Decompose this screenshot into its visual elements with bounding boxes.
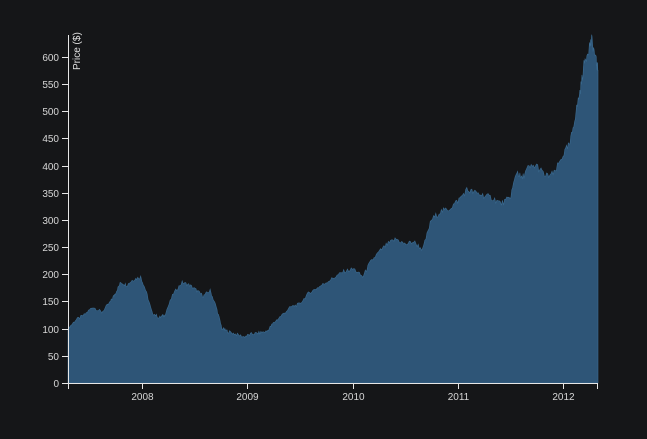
- y-tick-label: 400: [42, 162, 59, 173]
- y-tick-label: 500: [42, 107, 59, 118]
- y-tick-label: 600: [42, 53, 59, 64]
- x-tick-label: 2012: [552, 392, 575, 403]
- y-tick-label: 100: [42, 325, 59, 336]
- y-tick-label: 50: [48, 352, 60, 363]
- price-area-series: [67, 34, 599, 384]
- y-tick-label: 350: [42, 189, 59, 200]
- y-tick-label: 300: [42, 216, 59, 227]
- y-tick-label: 250: [42, 243, 59, 254]
- y-tick-label: 550: [42, 80, 59, 91]
- x-tick-label: 2009: [236, 392, 259, 403]
- y-tick-label: 150: [42, 297, 59, 308]
- y-axis: 0 50 100 150 200 250 300 350 400 450 500 550 600: [42, 35, 69, 390]
- y-axis-label: Price ($): [72, 32, 83, 70]
- x-axis: 2008 2009 2010 2011 2012: [68, 383, 598, 403]
- y-tick-label: 200: [42, 270, 59, 281]
- y-tick-label: 0: [53, 379, 59, 390]
- y-tick-label: 450: [42, 134, 59, 145]
- x-tick-label: 2011: [448, 392, 470, 403]
- plot-layer: [67, 34, 599, 384]
- x-tick-label: 2010: [342, 392, 365, 403]
- x-tick-label: 2008: [131, 392, 154, 403]
